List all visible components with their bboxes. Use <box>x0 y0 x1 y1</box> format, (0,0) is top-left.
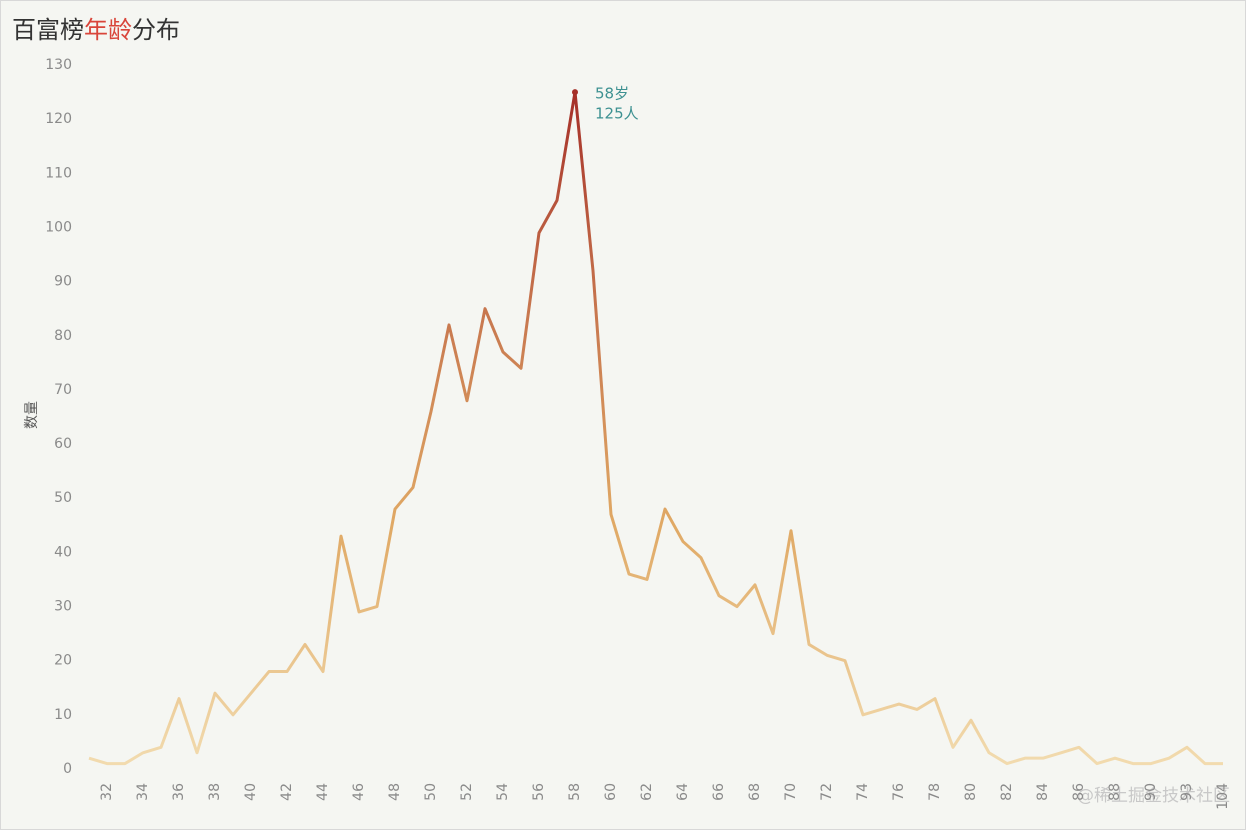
y-tick-label: 20 <box>54 653 72 669</box>
y-tick-label: 120 <box>45 111 72 127</box>
x-tick-label: 88 <box>1107 783 1123 801</box>
x-tick-label: 82 <box>999 783 1015 801</box>
x-tick-label: 52 <box>459 783 475 801</box>
x-tick-label: 56 <box>531 783 547 801</box>
x-tick-label: 64 <box>675 783 691 801</box>
y-tick-label: 60 <box>54 436 72 452</box>
x-tick-label: 62 <box>639 783 655 801</box>
x-tick-label: 86 <box>1071 783 1087 801</box>
annotation-count: 125人 <box>595 105 639 123</box>
x-tick-label: 76 <box>891 783 907 801</box>
title-part: 年龄 <box>84 16 132 44</box>
x-tick-label: 104 <box>1215 783 1231 810</box>
y-tick-label: 50 <box>54 490 72 506</box>
x-tick-label: 90 <box>1143 783 1159 801</box>
x-tick-label: 66 <box>711 783 727 801</box>
title-part: 百富榜 <box>12 16 84 44</box>
annotation-age: 58岁 <box>595 85 629 103</box>
x-tick-label: 54 <box>495 783 511 801</box>
y-tick-label: 80 <box>54 328 72 344</box>
y-tick-label: 40 <box>54 544 72 560</box>
x-tick-label: 42 <box>279 783 295 801</box>
x-tick-label: 60 <box>603 783 619 801</box>
watermark: @稀土掘金技术社区 <box>1077 786 1230 806</box>
y-tick-label: 90 <box>54 274 72 290</box>
y-tick-label: 0 <box>63 761 72 777</box>
y-tick-label: 30 <box>54 599 72 615</box>
x-tick-label: 46 <box>351 783 367 801</box>
x-tick-label: 34 <box>135 783 151 801</box>
x-tick-label: 36 <box>171 783 187 801</box>
x-tick-label: 58 <box>567 783 583 801</box>
x-tick-label: 72 <box>819 783 835 801</box>
y-tick-label: 10 <box>54 707 72 723</box>
x-tick-label: 74 <box>855 783 871 801</box>
y-axis-label: 数量 <box>24 401 40 429</box>
x-tick-label: 44 <box>315 783 331 801</box>
x-tick-label: 40 <box>243 783 259 801</box>
x-tick-label: 93 <box>1179 783 1195 801</box>
x-tick-label: 70 <box>783 783 799 801</box>
peak-point <box>572 89 578 96</box>
x-tick-label: 80 <box>963 783 979 801</box>
y-tick-label: 100 <box>45 219 72 235</box>
x-tick-label: 84 <box>1035 783 1051 801</box>
x-tick-label: 32 <box>99 783 115 801</box>
chart-title: 百富榜年龄分布 <box>12 16 180 44</box>
data-line <box>88 90 1223 766</box>
x-tick-label: 38 <box>207 783 223 801</box>
y-tick-label: 110 <box>45 165 72 181</box>
title-part: 分布 <box>132 16 180 44</box>
y-tick-label: 70 <box>54 382 72 398</box>
x-tick-label: 48 <box>387 783 403 801</box>
x-tick-label: 78 <box>927 783 943 801</box>
x-tick-label: 50 <box>423 783 439 801</box>
x-tick-label: 68 <box>747 783 763 801</box>
y-tick-label: 130 <box>45 57 72 73</box>
